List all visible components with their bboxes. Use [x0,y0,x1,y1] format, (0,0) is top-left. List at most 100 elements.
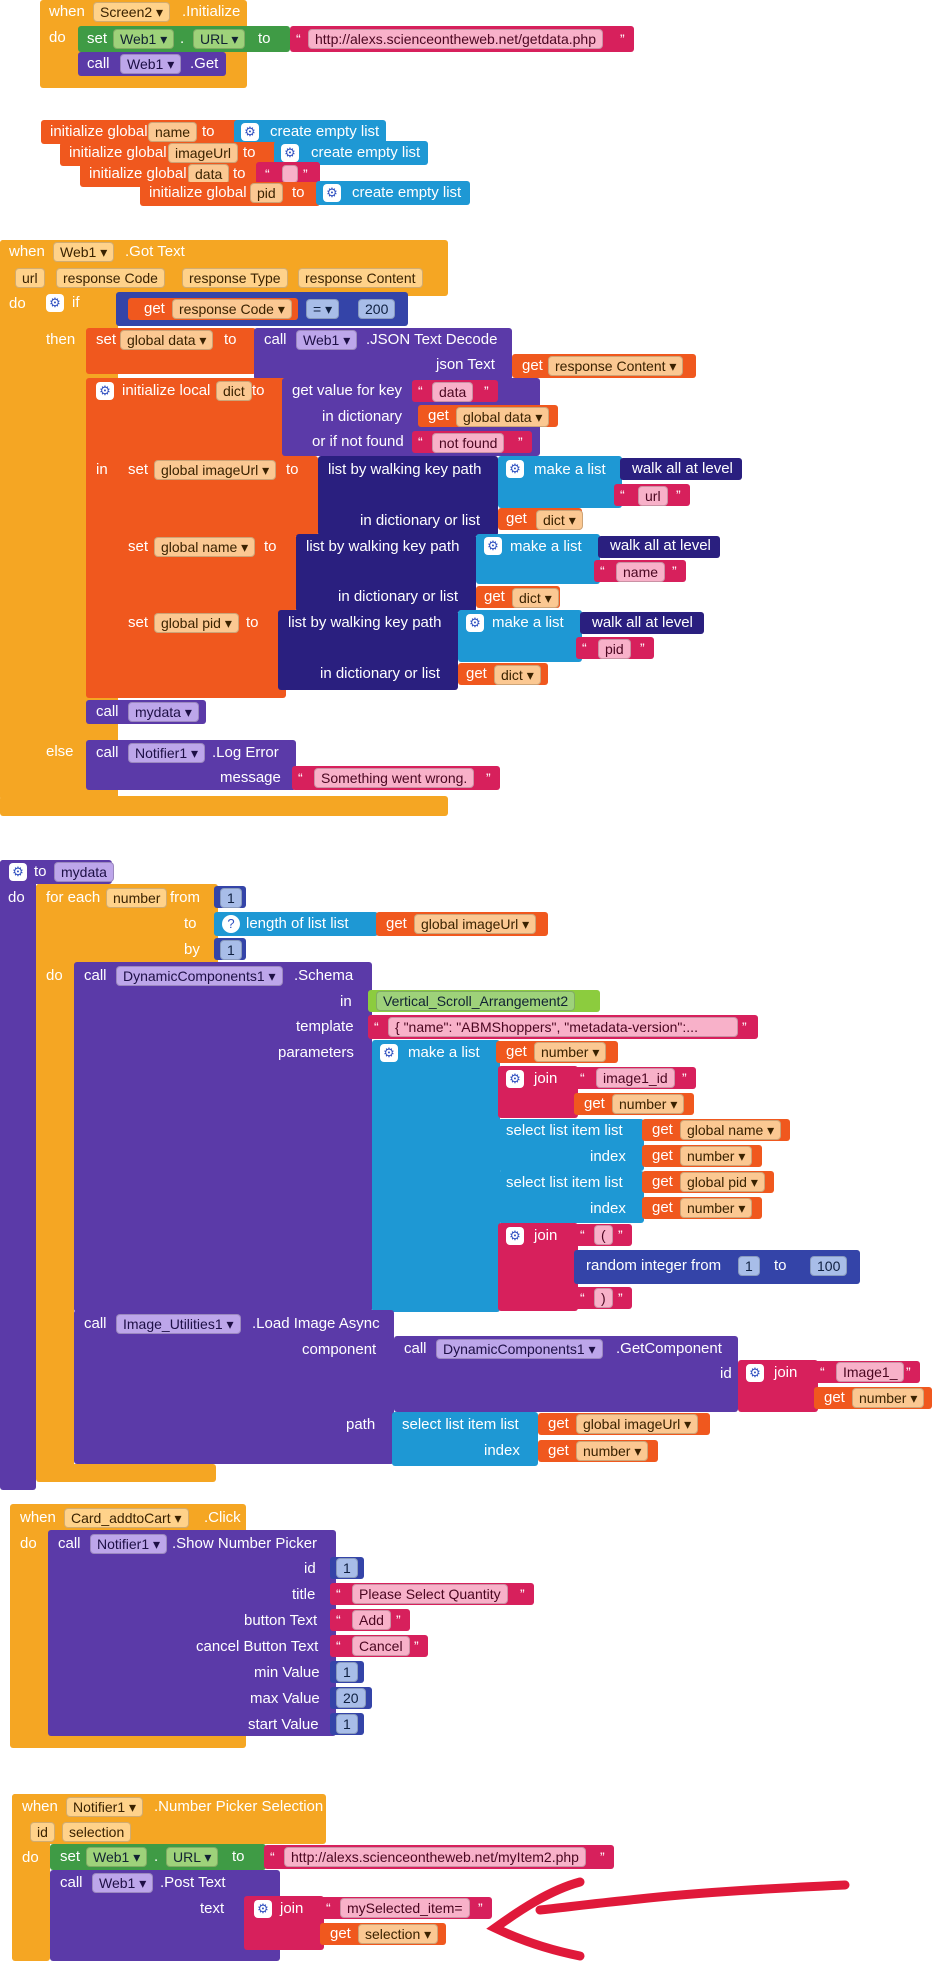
gear-icon[interactable]: ⚙ [96,382,114,400]
pid-key-field[interactable]: pid [598,639,631,659]
gear-icon[interactable]: ⚙ [281,144,299,162]
number-dropdown[interactable]: number ▾ [680,1146,753,1166]
web-dropdown[interactable]: Web1 ▾ [86,1847,148,1867]
component-dropdown[interactable]: Card_addtoCart ▾ [64,1508,189,1528]
param-url[interactable]: url [15,268,45,288]
help-icon[interactable]: ? [222,915,240,933]
global-imageurl-dropdown[interactable]: global imageUrl ▾ [154,460,277,480]
url-text-field[interactable]: http://alexs.scienceontheweb.net/getdata… [308,29,603,49]
web-call-dropdown[interactable]: Web1 ▾ [120,54,182,74]
select-pid-block[interactable] [498,1171,644,1223]
start-value-field[interactable]: 1 [336,1714,358,1734]
var-pid-field[interactable]: pid [250,183,283,203]
gear-icon[interactable]: ⚙ [46,294,64,312]
component-dropdown[interactable]: Notifier1 ▾ [66,1797,144,1817]
make-list-block[interactable] [372,1040,500,1312]
number-200-field[interactable]: 200 [358,299,396,319]
schema-block[interactable] [74,962,372,1312]
gear-icon[interactable]: ⚙ [746,1364,764,1382]
select-imageurl-block[interactable] [392,1412,538,1466]
dynamic-components-dropdown[interactable]: DynamicComponents1 ▾ [436,1339,603,1359]
random-from-field[interactable]: 1 [738,1256,760,1276]
gear-icon[interactable]: ⚙ [506,1070,524,1088]
global-data-dropdown[interactable]: global data ▾ [456,407,550,427]
walk-key-path-block[interactable] [278,610,458,690]
gear-icon[interactable]: ⚙ [484,537,502,555]
length-of-list-block[interactable] [214,912,378,936]
response-code-dropdown[interactable]: response Code ▾ [172,299,292,319]
load-image-async-block[interactable] [74,1310,394,1464]
walk-all-block[interactable] [580,612,704,634]
post-text-block[interactable] [50,1870,280,1961]
global-name-dropdown[interactable]: global name ▾ [154,537,256,557]
number-dropdown[interactable]: number ▾ [534,1042,607,1062]
local-dict-field[interactable]: dict [216,381,252,401]
component-dropdown[interactable]: Web1 ▾ [53,242,115,262]
min-value-field[interactable]: 1 [336,1662,358,1682]
max-value-field[interactable]: 20 [336,1688,366,1708]
global-imageurl-dropdown[interactable]: global imageUrl ▾ [414,914,537,934]
url-text-field[interactable]: http://alexs.scienceontheweb.net/myItem2… [284,1847,586,1867]
param-selection[interactable]: selection [62,1822,132,1842]
init-global-name[interactable] [41,120,241,144]
gear-icon[interactable]: ⚙ [9,863,27,881]
cancel-text-field[interactable]: Cancel [352,1636,410,1656]
gear-icon[interactable]: ⚙ [241,123,259,141]
not-found-field[interactable]: not found [432,433,505,453]
param-response-code[interactable]: response Code [56,268,165,288]
gear-icon[interactable]: ⚙ [506,460,524,478]
web-call-dropdown[interactable]: Web1 ▾ [92,1873,154,1893]
image-utilities-dropdown[interactable]: Image_Utilities1 ▾ [116,1314,241,1334]
global-name-dropdown[interactable]: global name ▾ [680,1120,782,1140]
dict-dropdown[interactable]: dict ▾ [494,665,541,685]
image1-field[interactable]: Image1_ [836,1362,905,1382]
param-id[interactable]: id [30,1822,55,1842]
global-pid-dropdown[interactable]: global pid ▾ [154,613,239,633]
component-dropdown[interactable]: Screen2 ▾ [93,2,171,22]
id-value-field[interactable]: 1 [336,1558,358,1578]
procedure-rail[interactable] [0,860,36,1490]
join-text-field[interactable]: mySelected_item= [340,1898,470,1918]
walk-all-block[interactable] [598,536,720,558]
dict-dropdown[interactable]: dict ▾ [512,588,559,608]
dict-dropdown[interactable]: dict ▾ [536,510,583,530]
web-dropdown[interactable]: Web1 ▾ [113,29,175,49]
web1-dropdown[interactable]: Web1 ▾ [296,330,358,350]
arrangement-field[interactable]: Vertical_Scroll_Arrangement2 [376,991,576,1011]
init-global-pid[interactable] [140,182,320,206]
walk-key-path-block[interactable] [296,534,476,612]
title-field[interactable]: Please Select Quantity [352,1584,508,1604]
number-dropdown[interactable]: number ▾ [576,1441,649,1461]
create-empty-list-block[interactable] [316,181,470,205]
key-data-field[interactable]: data [432,382,474,402]
gear-icon[interactable]: ⚙ [380,1044,398,1062]
notifier-dropdown[interactable]: Notifier1 ▾ [128,743,206,763]
property-dropdown[interactable]: URL ▾ [193,29,246,49]
global-pid-dropdown[interactable]: global pid ▾ [680,1172,765,1192]
global-imageurl-dropdown[interactable]: global imageUrl ▾ [576,1414,699,1434]
var-imageurl-field[interactable]: imageUrl [168,143,239,163]
show-number-picker-block[interactable] [48,1530,336,1736]
walk-key-path-block[interactable] [318,456,498,536]
number-dropdown[interactable]: number ▾ [680,1198,753,1218]
dynamic-components-dropdown[interactable]: DynamicComponents1 ▾ [116,966,283,986]
template-field[interactable]: { "name": "ABMShoppers", "metadata-versi… [388,1017,738,1037]
mydata-dropdown[interactable]: mydata ▾ [128,702,199,722]
paren-open-field[interactable]: ( [594,1225,613,1245]
paren-close-field[interactable]: ) [594,1288,613,1308]
operator-dropdown[interactable]: = ▾ [306,299,340,319]
param-response-type[interactable]: response Type [182,268,288,288]
number-dropdown[interactable]: number ▾ [852,1388,925,1408]
name-key-field[interactable]: name [616,562,666,582]
url-key-field[interactable]: url [638,486,668,506]
gear-icon[interactable]: ⚙ [506,1227,524,1245]
image1-id-field[interactable]: image1_id [596,1068,675,1088]
selection-dropdown[interactable]: selection ▾ [358,1924,439,1944]
empty-text-field[interactable] [282,165,298,183]
from-value-field[interactable]: 1 [220,888,242,908]
var-data-field[interactable]: data [188,164,230,184]
gear-icon[interactable]: ⚙ [254,1900,272,1918]
button-text-field[interactable]: Add [352,1610,391,1630]
property-dropdown[interactable]: URL ▾ [166,1847,219,1867]
by-value-field[interactable]: 1 [220,940,242,960]
